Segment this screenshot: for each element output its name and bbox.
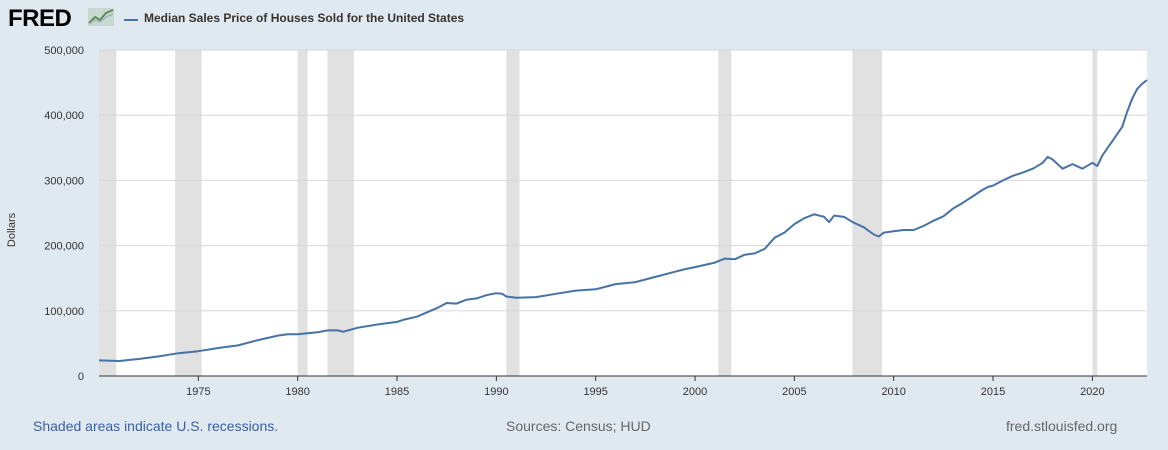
- sources-text: Sources: Census; HUD: [506, 418, 651, 434]
- recession-band: [327, 50, 354, 376]
- y-tick-label: 500,000: [44, 45, 84, 57]
- recession-note-link[interactable]: Shaded areas indicate U.S. recessions.: [33, 418, 279, 434]
- x-tick-label: 2000: [683, 386, 707, 398]
- header: FRED Median Sales Price of Houses Sold f…: [0, 0, 1168, 40]
- chart-line-icon: [88, 8, 114, 26]
- x-tick-label: 2010: [881, 386, 905, 398]
- recession-band: [506, 50, 520, 376]
- series-line[interactable]: [98, 79, 1148, 362]
- plot-area: [99, 50, 1147, 376]
- x-tick-label: 1995: [583, 386, 607, 398]
- x-tick-label: 2015: [981, 386, 1005, 398]
- x-tick-label: 1975: [186, 386, 210, 398]
- recession-band: [175, 50, 202, 376]
- y-tick-label: 400,000: [44, 110, 84, 122]
- x-tick-label: 1990: [484, 386, 508, 398]
- fred-logo[interactable]: FRED: [8, 5, 72, 32]
- y-tick-label: 100,000: [44, 306, 84, 318]
- legend-line-swatch: [124, 19, 138, 21]
- x-tick-label: 1980: [285, 386, 309, 398]
- y-tick-label: 200,000: [44, 241, 84, 253]
- recession-band: [1092, 50, 1098, 376]
- y-tick-label: 300,000: [44, 175, 84, 187]
- site-link[interactable]: fred.stlouisfed.org: [1006, 418, 1118, 434]
- x-tick-label: 1985: [385, 386, 409, 398]
- x-tick-label: 2020: [1080, 386, 1104, 398]
- y-tick-label: 0: [78, 371, 84, 383]
- recession-band: [718, 50, 732, 376]
- legend-series-label: Median Sales Price of Houses Sold for th…: [144, 11, 465, 25]
- recession-band: [297, 50, 308, 376]
- recession-band: [99, 50, 117, 376]
- x-tick-label: 2005: [782, 386, 806, 398]
- recession-band: [852, 50, 883, 376]
